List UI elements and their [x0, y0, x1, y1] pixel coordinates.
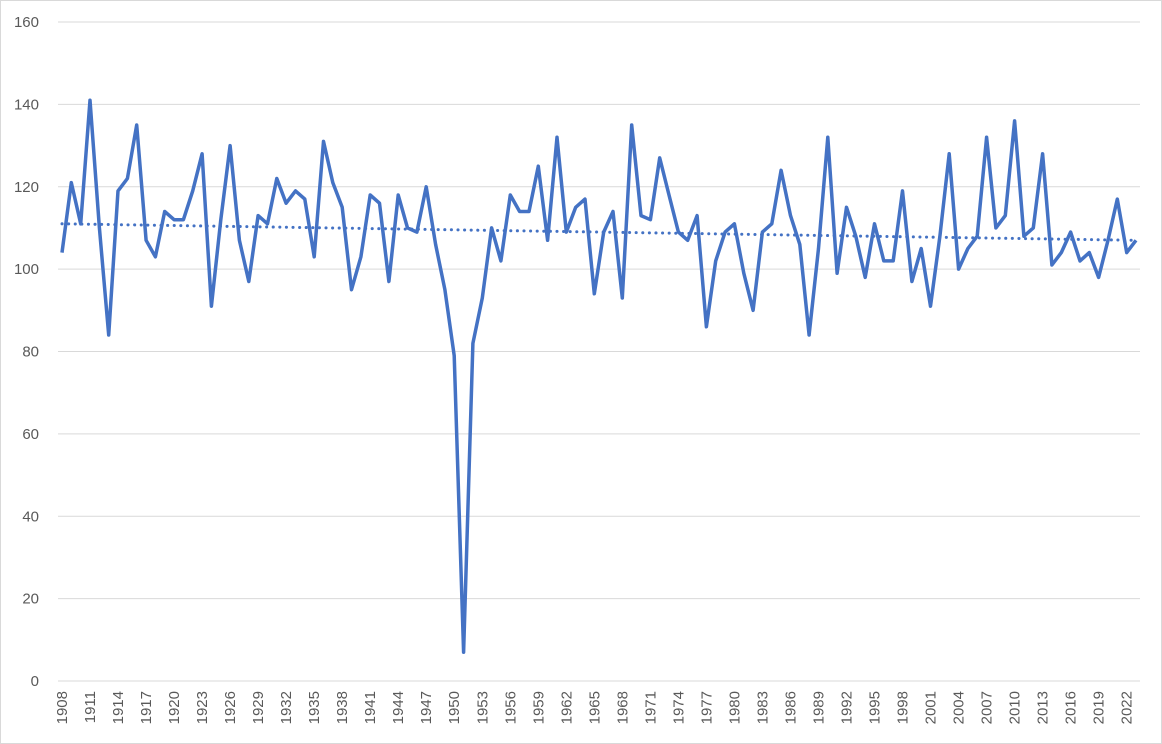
x-tick-label-1935: 1935 — [306, 691, 323, 724]
x-tick-label-1977: 1977 — [698, 691, 715, 724]
x-tick-label-1956: 1956 — [502, 691, 519, 724]
x-tick-label-1932: 1932 — [278, 691, 295, 724]
y-tick-label-80: 80 — [22, 344, 39, 361]
y-tick-label-140: 140 — [14, 96, 39, 113]
y-tick-label-0: 0 — [31, 673, 39, 690]
x-tick-label-1950: 1950 — [446, 691, 463, 724]
series-line-0 — [60, 98, 1138, 654]
x-tick-label-1926: 1926 — [222, 691, 239, 724]
x-tick-label-1980: 1980 — [726, 691, 743, 724]
x-tick-label-2019: 2019 — [1091, 691, 1108, 724]
x-tick-label-1959: 1959 — [530, 691, 547, 724]
x-tick-label-1962: 1962 — [558, 691, 575, 724]
x-tick-label-1971: 1971 — [642, 691, 659, 724]
x-tick-label-2016: 2016 — [1063, 691, 1080, 724]
x-axis-tick-labels: 1908 1911 1914 1917 1920 1923 1926 1929 1932 1935… — [54, 691, 1136, 724]
x-tick-label-1998: 1998 — [895, 691, 912, 724]
x-tick-label-1974: 1974 — [670, 691, 687, 724]
x-tick-label-1983: 1983 — [754, 691, 771, 724]
y-tick-label-40: 40 — [22, 508, 39, 525]
trendline — [60, 222, 1138, 242]
x-tick-label-1938: 1938 — [334, 691, 351, 724]
x-tick-label-1986: 1986 — [782, 691, 799, 724]
x-tick-label-1917: 1917 — [138, 691, 155, 724]
series-layer — [60, 98, 1138, 654]
x-tick-label-2010: 2010 — [1007, 691, 1024, 724]
x-tick-label-1944: 1944 — [390, 691, 407, 724]
x-tick-label-1920: 1920 — [166, 691, 183, 724]
x-tick-label-1947: 1947 — [418, 691, 435, 724]
x-tick-label-1995: 1995 — [867, 691, 884, 724]
x-tick-label-1992: 1992 — [838, 691, 855, 724]
x-tick-label-2007: 2007 — [979, 691, 996, 724]
x-tick-label-2013: 2013 — [1035, 691, 1052, 724]
x-tick-label-1965: 1965 — [586, 691, 603, 724]
y-tick-label-160: 160 — [14, 14, 39, 31]
x-tick-label-1908: 1908 — [54, 691, 71, 724]
x-tick-label-1941: 1941 — [362, 691, 379, 724]
x-tick-label-2022: 2022 — [1119, 691, 1136, 724]
y-tick-label-20: 20 — [22, 591, 39, 608]
y-tick-label-120: 120 — [14, 179, 39, 196]
x-tick-label-1914: 1914 — [110, 691, 127, 724]
x-tick-label-1929: 1929 — [250, 691, 267, 724]
y-axis-tick-labels: 0 20 40 60 80 100 120 140 160 — [14, 14, 39, 690]
x-tick-label-1968: 1968 — [614, 691, 631, 724]
y-tick-label-60: 60 — [22, 426, 39, 443]
gridlines — [58, 21, 1140, 682]
x-tick-label-1953: 1953 — [474, 691, 491, 724]
x-tick-label-1911: 1911 — [82, 691, 99, 723]
x-tick-label-2001: 2001 — [923, 691, 940, 724]
y-tick-label-100: 100 — [14, 261, 39, 278]
x-tick-label-1923: 1923 — [194, 691, 211, 724]
x-tick-label-1989: 1989 — [810, 691, 827, 724]
x-tick-label-2004: 2004 — [951, 691, 968, 724]
